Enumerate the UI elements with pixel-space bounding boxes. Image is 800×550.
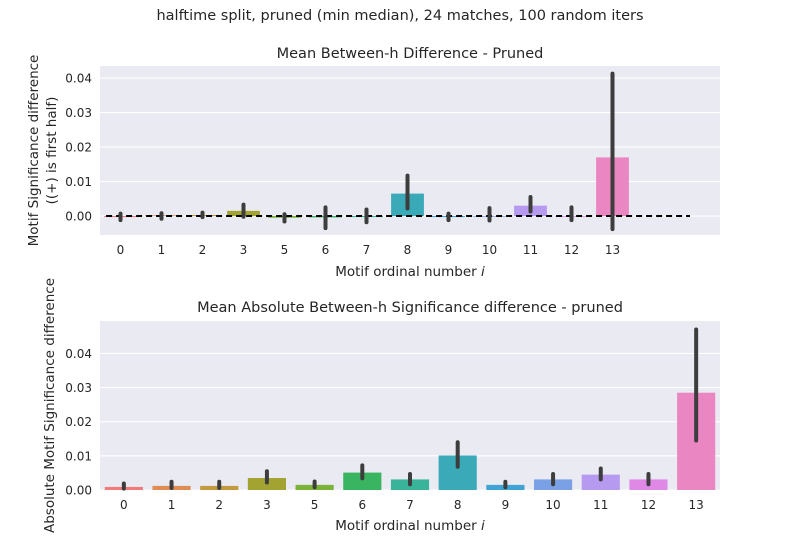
chart1-ytick-label: 0.00 [65,210,92,224]
chart1-xtick-label: 1 [158,243,166,257]
chart2-title: Mean Absolute Between-h Significance dif… [197,300,623,316]
chart1-title: Mean Between-h Difference - Pruned [277,46,544,62]
chart2-xtick-label: 9 [502,498,510,512]
chart2-xlabel: Motif ordinal number i [335,518,485,534]
chart2-xtick-label: 2 [215,498,223,512]
chart1-xtick-label: 2 [199,243,207,257]
chart2-xtick-label: 10 [545,498,560,512]
chart2-bar [581,474,620,490]
chart1-xtick-label: 11 [523,243,538,257]
chart1-xtick-label: 9 [445,243,453,257]
chart1-ylabel-line2: ((+) is first half) [44,97,60,205]
figure-suptitle: halftime split, pruned (min median), 24 … [156,8,644,24]
chart2-xtick-label: 13 [689,498,704,512]
chart2-xtick-label: 1 [168,498,176,512]
chart2: 0.000.010.020.030.040 1 2 3 5 6 7 8 9 10 11 12 13Mea… [42,278,720,534]
chart2-ytick-label: 0.01 [65,449,92,463]
chart2-ytick-label: 0.04 [65,347,92,361]
chart1-xtick-label: 7 [363,243,371,257]
chart1-xtick-label: 8 [404,243,412,257]
chart2-bar [343,472,382,490]
chart1-xtick-label: 13 [605,243,620,257]
chart2-xtick-label: 12 [641,498,656,512]
chart2-ytick-label: 0.00 [65,484,92,498]
chart2-xtick-label: 6 [358,498,366,512]
chart2-xtick-label: 11 [593,498,608,512]
chart2-ylabel: Absolute Motif Significance difference [42,278,58,533]
chart1-ylabel: Motif Significance difference [26,55,42,247]
chart1-xlabel: Motif ordinal number i [335,264,485,280]
chart1-xtick-label: 0 [117,243,125,257]
chart2-xtick-label: 0 [120,498,128,512]
chart1-ytick-label: 0.04 [65,72,92,86]
chart2-xtick-label: 3 [263,498,271,512]
chart2-ytick-label: 0.02 [65,415,92,429]
chart2-ytick-label: 0.03 [65,381,92,395]
chart2-plot-area [100,321,720,490]
chart1-xtick-label: 12 [564,243,579,257]
chart1-ytick-label: 0.02 [65,141,92,155]
chart1-ytick-label: 0.03 [65,106,92,120]
chart1-xtick-label: 5 [281,243,289,257]
chart1-xtick-label: 3 [240,243,248,257]
chart1-ytick-label: 0.01 [65,175,92,189]
chart2-xtick-label: 8 [454,498,462,512]
chart1-xtick-label: 6 [322,243,330,257]
chart1-xtick-label: 10 [482,243,497,257]
chart1: 0.000.010.020.030.040 1 2 3 5 6 7 8 9 10 11 12 13Mea… [26,46,720,280]
chart2-xtick-label: 5 [311,498,319,512]
chart2-xtick-label: 7 [406,498,414,512]
